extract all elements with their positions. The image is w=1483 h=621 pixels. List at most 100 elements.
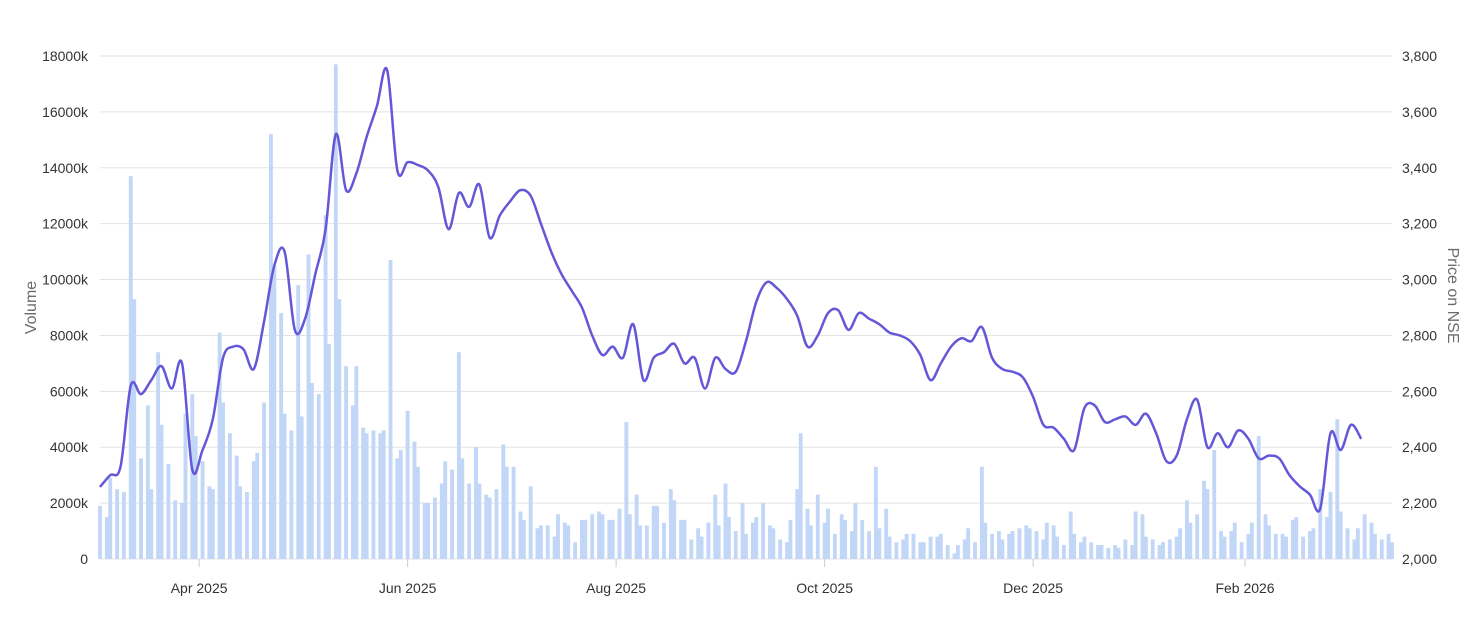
volume-bar bbox=[173, 500, 178, 559]
volume-bar bbox=[754, 517, 759, 559]
volume-bar bbox=[460, 458, 465, 559]
volume-bar bbox=[1130, 545, 1135, 559]
volume-bar bbox=[955, 545, 960, 559]
volume-bar bbox=[979, 466, 984, 559]
volume-bar bbox=[1079, 542, 1083, 559]
volume-bar bbox=[487, 497, 492, 559]
volume-bar bbox=[1345, 528, 1350, 559]
volume-bar bbox=[398, 450, 403, 559]
volume-bar bbox=[1290, 519, 1295, 559]
volume-bar bbox=[689, 539, 694, 559]
price-line-layer bbox=[99, 66, 1363, 513]
volume-bar bbox=[682, 519, 687, 559]
volume-bar bbox=[1205, 489, 1210, 559]
volume-bar bbox=[1055, 536, 1059, 559]
right-tick-label: 3,800 bbox=[1402, 48, 1437, 64]
volume-bar bbox=[798, 433, 803, 559]
volume-bar bbox=[450, 469, 454, 559]
volume-bar bbox=[484, 494, 489, 559]
volume-bar bbox=[1202, 480, 1206, 559]
volume-bar bbox=[1106, 547, 1111, 559]
volume-bar bbox=[323, 215, 328, 559]
volume-bar bbox=[853, 503, 858, 559]
volume-bar bbox=[788, 519, 793, 559]
volume-bar bbox=[644, 525, 649, 559]
volume-bar bbox=[1355, 528, 1360, 559]
volume-bar bbox=[190, 394, 195, 559]
volume-bar bbox=[1051, 525, 1056, 559]
volume-bar bbox=[139, 458, 143, 559]
volume-bar bbox=[1325, 517, 1329, 559]
left-tick-label: 8000k bbox=[50, 327, 89, 343]
volume-bar bbox=[1174, 536, 1179, 559]
volume-bar bbox=[672, 500, 677, 559]
volume-bar bbox=[388, 259, 393, 559]
volume-bar bbox=[1150, 539, 1155, 559]
x-tick-label: Apr 2025 bbox=[171, 580, 228, 596]
volume-bar bbox=[750, 522, 755, 559]
volume-bar bbox=[1352, 539, 1357, 559]
volume-bar bbox=[306, 254, 311, 559]
volume-bar bbox=[344, 366, 349, 559]
volume-bar bbox=[193, 436, 198, 559]
volume-bar bbox=[245, 491, 249, 559]
volume-bar bbox=[361, 427, 366, 559]
volume-bar bbox=[843, 519, 848, 559]
volume-bar bbox=[378, 433, 383, 559]
volume-bar bbox=[996, 531, 1001, 559]
volume-bar bbox=[415, 466, 420, 559]
volume-bar bbox=[894, 542, 899, 559]
volume-bar bbox=[744, 533, 748, 559]
volume-bar bbox=[145, 405, 150, 559]
x-tick-label: Feb 2026 bbox=[1215, 580, 1274, 596]
volume-bar bbox=[433, 497, 437, 559]
volume-bar bbox=[98, 505, 102, 559]
volume-bar bbox=[1116, 547, 1121, 559]
volume-bar bbox=[1390, 542, 1394, 559]
right-tick-label: 3,600 bbox=[1402, 104, 1437, 120]
volume-bar bbox=[121, 491, 126, 559]
volume-bar bbox=[405, 410, 410, 559]
volume-bar bbox=[962, 539, 967, 559]
volume-bar bbox=[597, 511, 601, 559]
volume-bar bbox=[822, 522, 827, 559]
volume-bar bbox=[1027, 528, 1032, 559]
volume-bar bbox=[662, 522, 666, 559]
volume-bar bbox=[867, 531, 871, 559]
volume-bar bbox=[299, 416, 304, 559]
volume-bar bbox=[1379, 539, 1384, 559]
volume-bar bbox=[1369, 522, 1374, 559]
volume-bar bbox=[610, 519, 615, 559]
volume-bar bbox=[634, 494, 639, 559]
volume-bar bbox=[1386, 533, 1391, 559]
volume-bar bbox=[928, 536, 933, 559]
volume-bar bbox=[1239, 542, 1244, 559]
volume-bar bbox=[535, 528, 540, 559]
volume-bar bbox=[556, 514, 560, 559]
volume-bar bbox=[617, 508, 622, 559]
volume-bar bbox=[911, 533, 916, 559]
volume-bar bbox=[877, 528, 882, 559]
volume-bar bbox=[395, 458, 400, 559]
volume-bar bbox=[918, 542, 923, 559]
volume-bar bbox=[733, 531, 738, 559]
volume-bar bbox=[1167, 539, 1172, 559]
volume-bar bbox=[562, 522, 567, 559]
volume-bar bbox=[1267, 525, 1271, 559]
volume-bar bbox=[108, 477, 113, 559]
x-tick-label: Jun 2025 bbox=[379, 580, 437, 596]
volume-bar bbox=[1044, 522, 1049, 559]
volume-bar bbox=[887, 536, 892, 559]
right-tick-label: 2,400 bbox=[1402, 439, 1437, 455]
volume-bar bbox=[1089, 542, 1094, 559]
volume-bar bbox=[952, 553, 957, 559]
volume-bar bbox=[873, 466, 878, 559]
volume-bar bbox=[1263, 514, 1268, 559]
volume-bar bbox=[1284, 536, 1288, 559]
volume-bar bbox=[518, 511, 523, 559]
volume-bar bbox=[115, 489, 120, 559]
volume-bar bbox=[1010, 531, 1015, 559]
volume-bar bbox=[521, 519, 526, 559]
volume-bar bbox=[443, 461, 448, 559]
volume-bar bbox=[761, 503, 766, 559]
